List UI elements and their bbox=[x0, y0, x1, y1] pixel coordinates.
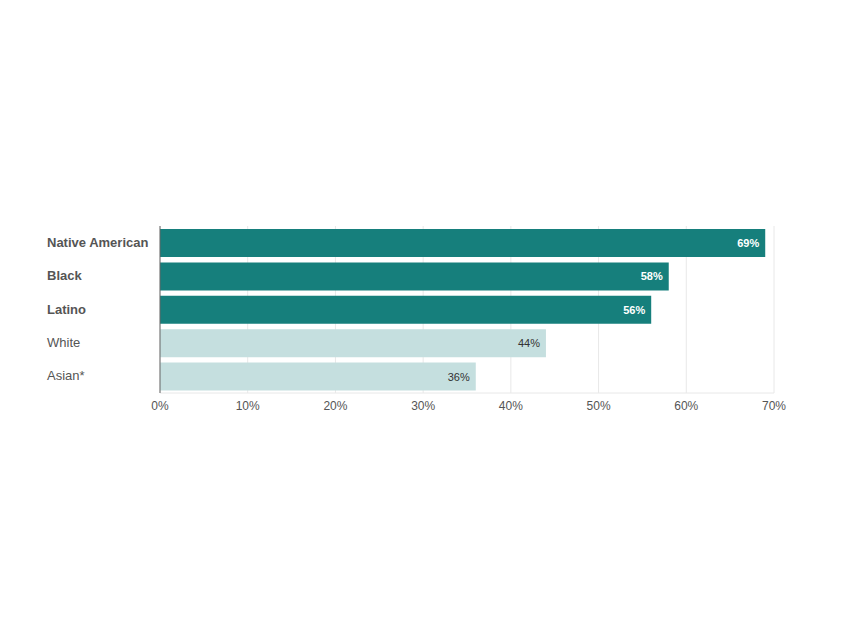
svg-text:70%: 70% bbox=[762, 399, 786, 413]
svg-text:Asian*: Asian* bbox=[47, 368, 85, 383]
svg-text:20%: 20% bbox=[323, 399, 347, 413]
svg-text:Native American: Native American bbox=[47, 235, 148, 250]
svg-text:0%: 0% bbox=[151, 399, 169, 413]
svg-text:Latino: Latino bbox=[47, 302, 86, 317]
svg-text:60%: 60% bbox=[674, 399, 698, 413]
svg-text:58%: 58% bbox=[641, 270, 663, 282]
svg-text:30%: 30% bbox=[411, 399, 435, 413]
svg-text:69%: 69% bbox=[737, 237, 759, 249]
svg-text:36%: 36% bbox=[448, 371, 470, 383]
svg-text:10%: 10% bbox=[236, 399, 260, 413]
svg-text:44%: 44% bbox=[518, 337, 540, 349]
svg-text:Black: Black bbox=[47, 268, 82, 283]
svg-text:50%: 50% bbox=[587, 399, 611, 413]
svg-text:56%: 56% bbox=[623, 304, 645, 316]
svg-text:40%: 40% bbox=[499, 399, 523, 413]
svg-text:White: White bbox=[47, 335, 80, 350]
